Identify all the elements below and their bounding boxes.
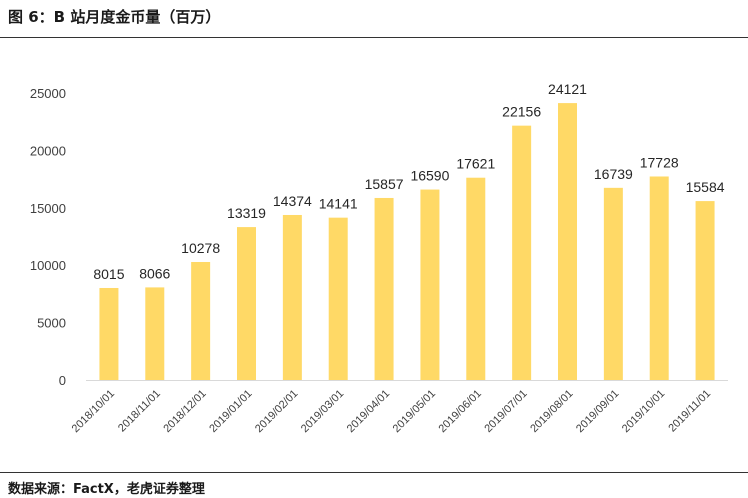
bars — [99, 103, 715, 381]
data-label: 16590 — [410, 168, 449, 184]
y-tick-label: 0 — [59, 373, 66, 388]
data-label: 8015 — [93, 266, 124, 282]
data-label: 13319 — [227, 205, 266, 221]
bar — [237, 227, 256, 380]
bar — [466, 177, 486, 380]
bar — [328, 217, 348, 380]
data-label: 8066 — [139, 265, 170, 281]
bar — [695, 201, 715, 380]
x-tick-label: 2019/08/01 — [528, 388, 575, 435]
bar — [191, 262, 211, 380]
top-rule — [0, 37, 748, 38]
data-label: 17728 — [640, 154, 679, 170]
bar — [374, 197, 394, 380]
x-axis: 2018/10/01 2018/11/012018/12/012019/01/01… — [70, 380, 728, 435]
x-tick-label: 2018/11/01 — [116, 388, 163, 435]
bar — [282, 214, 302, 380]
data-label: 14141 — [319, 196, 358, 212]
data-label: 14374 — [273, 193, 312, 209]
data-label: 17621 — [456, 156, 495, 172]
y-tick-label: 20000 — [30, 143, 66, 158]
x-tick-label: 2019/01/01 — [207, 388, 254, 435]
bar — [420, 189, 440, 380]
bar — [99, 287, 119, 380]
y-tick-label: 10000 — [30, 258, 66, 273]
data-label: 15857 — [365, 176, 404, 192]
source-note: 数据来源：FactX，老虎证券整理 — [8, 482, 205, 497]
x-tick-label: 2019/06/01 — [436, 388, 483, 435]
x-tick-label: 2019/02/01 — [253, 388, 300, 435]
y-tick-label: 5000 — [37, 316, 66, 331]
y-axis: 0 5000 10000 15000 20000 25000 — [30, 86, 66, 388]
bar — [603, 187, 623, 380]
bottom-rule — [0, 472, 748, 473]
x-tick-label: 2018/10/01 — [70, 388, 117, 435]
data-label: 10278 — [181, 240, 220, 256]
data-label: 22156 — [502, 104, 541, 120]
y-tick-label: 15000 — [30, 201, 66, 216]
x-tick-label: 2018/12/01 — [161, 388, 208, 435]
bar-chart: 0 5000 10000 15000 20000 25000 8015 8066 10278 1… — [30, 81, 728, 435]
y-tick-label: 25000 — [30, 86, 66, 101]
x-tick-label: 2019/10/01 — [620, 388, 667, 435]
bar — [558, 103, 577, 381]
x-tick-label: 2019/07/01 — [482, 388, 529, 435]
bar — [145, 287, 165, 380]
x-tick-label: 2019/09/01 — [574, 388, 621, 435]
x-tick-label: 2019/03/01 — [299, 388, 346, 435]
x-tick-label: 2019/05/01 — [391, 388, 438, 435]
data-label: 15584 — [686, 179, 725, 195]
x-tick-label: 2019/11/01 — [666, 388, 713, 435]
bar — [649, 176, 669, 380]
data-labels: 8015 8066 10278 13319 14374 14141 15857 16590 17… — [93, 81, 724, 282]
data-label: 16739 — [594, 166, 633, 182]
x-tick-label: 2019/04/01 — [345, 388, 392, 435]
figure-title: 图 6：B 站月度金币量（百万） — [8, 8, 221, 26]
bar — [512, 125, 532, 381]
data-label: 24121 — [548, 81, 587, 97]
